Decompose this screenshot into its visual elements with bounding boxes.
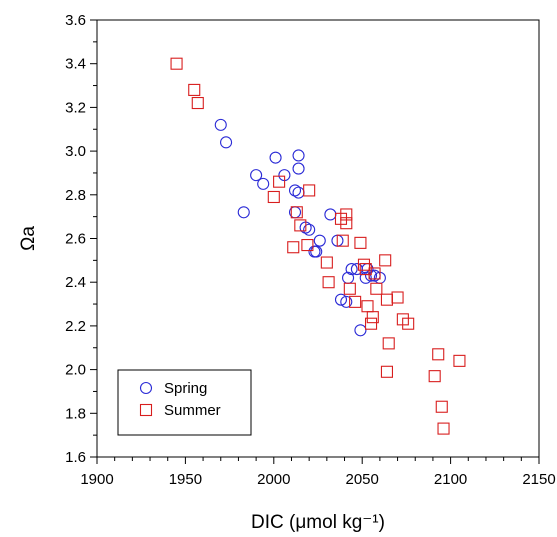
legend: Spring Summer	[117, 369, 252, 436]
summer-data-point	[170, 57, 183, 70]
y-tick-label: 3.6	[65, 12, 86, 29]
summer-data-point	[432, 348, 445, 361]
summer-data-point	[287, 241, 300, 254]
summer-data-point	[359, 263, 372, 276]
spring-data-point	[237, 206, 250, 219]
y-tick-labels: 1.6 1.8 2.0 2.2 2.4 2.6 2.8 3.0 3.2 3.4 3.6	[65, 12, 86, 466]
summer-data-point	[435, 400, 448, 413]
summer-data-point	[379, 254, 392, 267]
legend-label-spring: Spring	[164, 380, 207, 397]
legend-marker-summer	[139, 403, 153, 417]
x-tick-label: 2150	[522, 471, 555, 488]
spring-data-point	[292, 186, 305, 199]
summer-data-point	[370, 282, 383, 295]
summer-data-point	[361, 300, 374, 313]
summer-data-point	[453, 354, 466, 367]
summer-data-point	[437, 422, 450, 435]
legend-box	[117, 369, 252, 436]
y-tick-label: 3.2	[65, 99, 86, 116]
spring-data-point	[214, 118, 227, 131]
x-tick-label: 2000	[257, 471, 290, 488]
y-tick-label: 2.8	[65, 187, 86, 204]
spring-data-point	[313, 234, 326, 247]
y-tick-label: 3.4	[65, 56, 86, 73]
legend-marker-shape	[139, 403, 153, 417]
summer-data-point	[294, 219, 307, 232]
y-tick-label: 2.2	[65, 318, 86, 335]
y-tick-label: 2.0	[65, 362, 86, 379]
summer-data-point	[340, 217, 353, 230]
summer-data-point	[267, 190, 280, 204]
spring-data-point	[354, 324, 367, 337]
summer-data-point	[303, 184, 316, 197]
summer-data-point	[343, 282, 356, 295]
x-tick-label: 2100	[434, 471, 467, 488]
spring-data-point	[310, 245, 323, 258]
summer-data-point	[368, 267, 381, 280]
legend-label-summer: Summer	[164, 402, 221, 419]
summer-data-point	[188, 83, 201, 96]
spring-data-point	[292, 149, 305, 162]
summer-data-point	[366, 311, 379, 324]
spring-data-point	[359, 271, 372, 284]
summer-data-point	[322, 276, 335, 289]
summer-data-point	[273, 175, 286, 188]
y-tick-label: 1.6	[65, 449, 86, 466]
legend-marker-shape	[139, 381, 153, 395]
spring-data-point	[292, 162, 305, 175]
summer-data-point	[357, 258, 371, 271]
spring-data-point	[257, 177, 270, 190]
legend-marker-spring	[139, 381, 153, 395]
y-tick-label: 1.8	[65, 405, 86, 422]
summer-data-point	[191, 96, 204, 110]
y-tick-label: 2.6	[65, 231, 86, 248]
y-tick-label: 3.0	[65, 143, 86, 160]
summer-data-point	[301, 239, 314, 252]
y-axis-title: Ωa	[18, 226, 39, 251]
x-tick-labels: 1900 1950 2000 2050 2100 2150	[80, 471, 555, 488]
summer-data-point	[364, 317, 378, 330]
summer-data-point	[336, 234, 349, 247]
data-markers	[170, 57, 466, 435]
x-axis-title: DIC (μmol kg⁻¹)	[251, 512, 385, 533]
spring-data-point	[303, 223, 316, 236]
summer-data-point	[349, 295, 362, 308]
summer-data-point	[380, 293, 394, 306]
summer-data-point	[290, 206, 303, 219]
spring-data-point	[334, 293, 348, 306]
summer-data-point	[380, 365, 394, 378]
x-tick-label: 2050	[346, 471, 379, 488]
x-tick-label: 1950	[169, 471, 202, 488]
spring-data-point	[288, 184, 302, 197]
summer-data-point	[391, 291, 404, 304]
summer-data-point	[354, 236, 367, 249]
spring-data-point	[340, 295, 353, 308]
spring-data-point	[324, 208, 337, 221]
summer-data-point	[402, 317, 415, 330]
summer-data-point	[428, 370, 441, 383]
spring-data-point	[345, 263, 358, 276]
summer-data-point	[320, 256, 333, 269]
y-tick-label: 2.4	[65, 274, 86, 291]
spring-data-point	[220, 136, 233, 149]
summer-data-point	[382, 337, 395, 350]
x-tick-label: 1900	[80, 471, 113, 488]
summer-data-point	[340, 208, 353, 221]
spring-data-point	[250, 169, 263, 182]
spring-data-point	[269, 151, 282, 164]
axis-ticks	[90, 19, 540, 464]
